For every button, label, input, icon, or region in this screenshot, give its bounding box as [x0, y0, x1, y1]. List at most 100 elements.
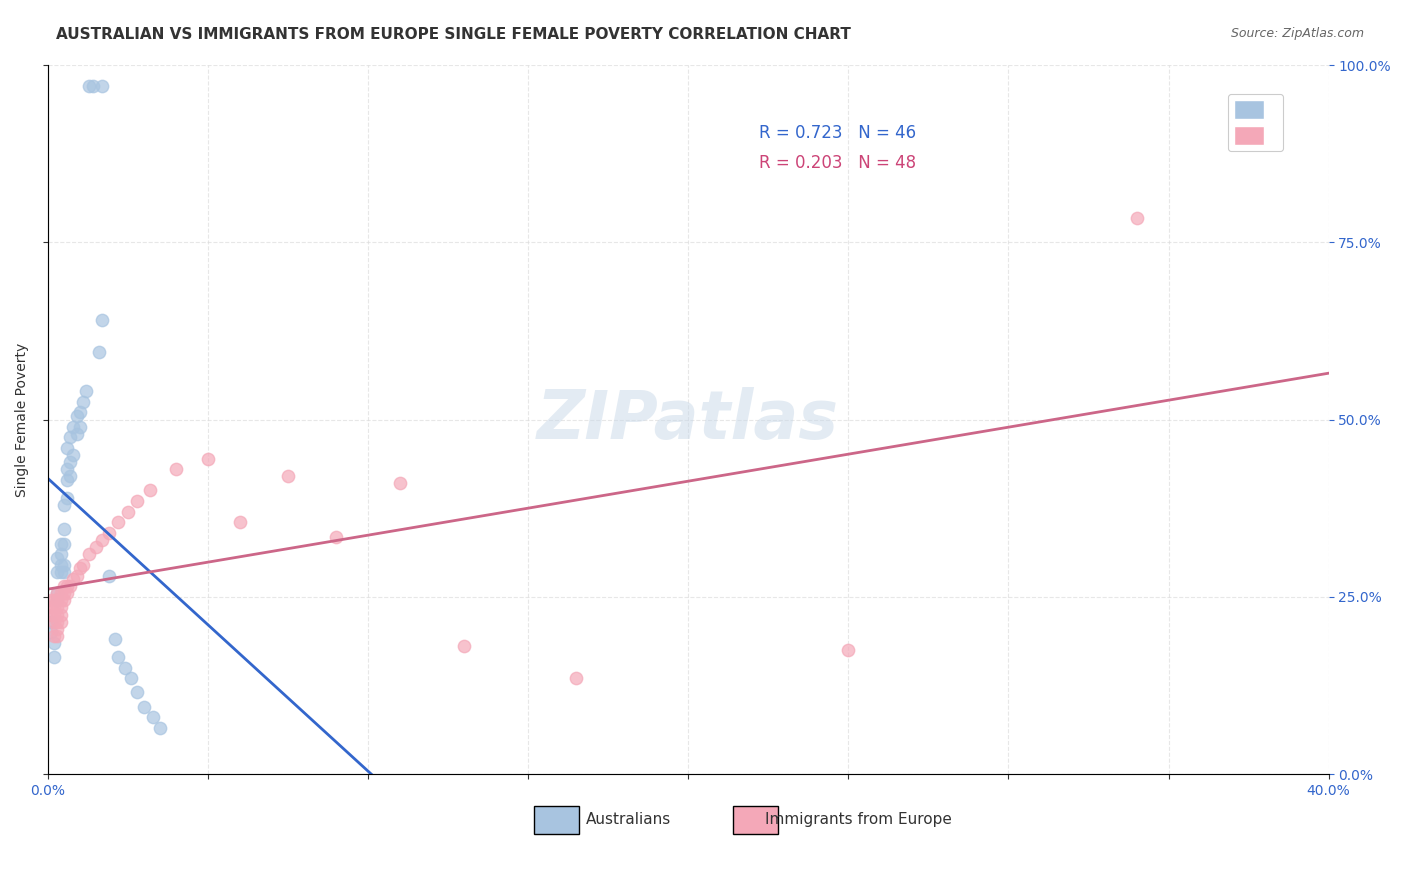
Text: Australians: Australians — [586, 812, 671, 827]
Point — [49, 558, 72, 572]
Point — [46, 586, 69, 600]
Point — [49, 593, 72, 607]
Point — [49, 615, 72, 629]
Point — [46, 550, 69, 565]
Point — [65, 426, 87, 441]
Point — [91, 533, 114, 547]
Point — [65, 568, 87, 582]
Point — [229, 516, 252, 530]
Point — [69, 405, 91, 419]
Point — [139, 483, 162, 498]
Point — [49, 600, 72, 615]
Point — [97, 568, 120, 582]
Text: AUSTRALIAN VS IMMIGRANTS FROM EUROPE SINGLE FEMALE POVERTY CORRELATION CHART: AUSTRALIAN VS IMMIGRANTS FROM EUROPE SIN… — [56, 27, 851, 42]
Point — [44, 593, 66, 607]
Point — [46, 593, 69, 607]
Point — [277, 469, 299, 483]
Point — [52, 558, 75, 572]
Point — [39, 607, 62, 622]
Point — [59, 455, 82, 469]
Point — [52, 586, 75, 600]
Point — [107, 516, 129, 530]
Point — [39, 615, 62, 629]
Point — [325, 529, 347, 543]
Point — [453, 640, 475, 654]
Point — [39, 600, 62, 615]
Point — [52, 523, 75, 537]
Text: Immigrants from Europe: Immigrants from Europe — [765, 812, 952, 827]
Point — [69, 419, 91, 434]
Point — [56, 586, 79, 600]
Point — [46, 593, 69, 607]
Point — [127, 494, 149, 508]
Point — [52, 579, 75, 593]
Point — [39, 625, 62, 640]
Point — [107, 650, 129, 665]
Point — [46, 586, 69, 600]
Point — [97, 526, 120, 541]
Point — [46, 600, 69, 615]
Point — [197, 451, 219, 466]
Point — [56, 579, 79, 593]
Point — [62, 419, 84, 434]
Point — [149, 721, 172, 735]
Point — [69, 561, 91, 575]
Point — [59, 579, 82, 593]
Point — [87, 345, 110, 359]
Y-axis label: Single Female Poverty: Single Female Poverty — [15, 343, 30, 497]
Point — [75, 384, 97, 399]
Text: ZIPatlas: ZIPatlas — [537, 386, 839, 452]
Point — [52, 498, 75, 512]
Point — [44, 629, 66, 643]
Point — [120, 671, 142, 685]
Point — [565, 671, 588, 685]
Point — [49, 536, 72, 550]
Point — [44, 650, 66, 665]
Point — [104, 632, 127, 647]
Point — [114, 661, 136, 675]
Point — [52, 593, 75, 607]
FancyBboxPatch shape — [534, 805, 579, 834]
Point — [72, 558, 94, 572]
Point — [49, 607, 72, 622]
Point — [72, 394, 94, 409]
Legend: , : , — [1227, 94, 1282, 151]
Point — [56, 473, 79, 487]
Point — [59, 430, 82, 444]
Point — [52, 565, 75, 579]
Point — [388, 476, 411, 491]
Point — [117, 505, 139, 519]
Point — [56, 462, 79, 476]
FancyBboxPatch shape — [733, 805, 778, 834]
Point — [59, 469, 82, 483]
Point — [142, 710, 165, 724]
Point — [52, 536, 75, 550]
Point — [46, 622, 69, 636]
Text: R = 0.723   N = 46: R = 0.723 N = 46 — [759, 124, 915, 142]
Point — [62, 572, 84, 586]
Point — [837, 643, 859, 657]
Point — [62, 448, 84, 462]
Point — [79, 547, 101, 561]
Point — [91, 79, 114, 94]
Point — [49, 547, 72, 561]
Point — [44, 615, 66, 629]
Point — [1125, 211, 1147, 225]
Point — [84, 540, 107, 554]
Point — [82, 79, 104, 94]
Point — [44, 607, 66, 622]
Point — [39, 593, 62, 607]
Point — [91, 313, 114, 327]
Point — [46, 607, 69, 622]
Point — [44, 636, 66, 650]
Point — [46, 565, 69, 579]
Point — [65, 409, 87, 423]
Point — [56, 441, 79, 455]
Point — [165, 462, 187, 476]
Point — [46, 629, 69, 643]
Text: R = 0.203   N = 48: R = 0.203 N = 48 — [759, 154, 915, 172]
Point — [132, 699, 155, 714]
Point — [79, 79, 101, 94]
Point — [49, 565, 72, 579]
Point — [49, 586, 72, 600]
